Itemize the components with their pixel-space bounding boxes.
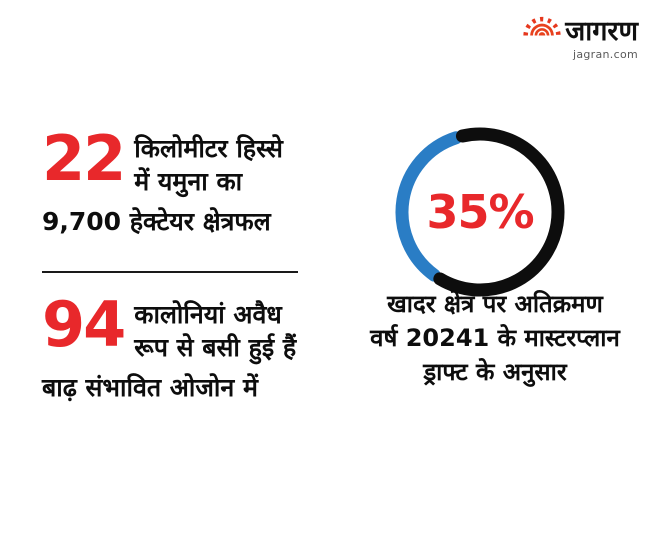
divider-line [42,271,298,273]
sun-icon [522,10,562,45]
logo-domain: jagran.com [572,48,638,61]
stat-row: 22 किलोमीटर हिस्से में यमुना का [42,122,342,198]
chart-caption: खादर क्षेत्र पर अतिक्रमण वर्ष 20241 के म… [342,287,648,389]
stat-row: 94 कालोनियां अवैध रूप से बसी हुई हैं [42,288,342,364]
stat-subline: 9,700 हेक्टेयर क्षेत्रफल [42,207,271,236]
stat-line-2: में यमुना का [134,167,243,196]
stat-number: 22 [42,122,126,195]
logo-row: जागरण [522,10,638,45]
logo-text: जागरण [565,16,638,47]
stat-subline: बाढ़ संभावित ओजोन में [42,373,258,402]
stat-number: 94 [42,288,126,361]
stat-block-colonies: 94 कालोनियां अवैध रूप से बसी हुई हैं बाढ… [42,288,342,404]
donut-ring [395,127,565,297]
stat-line-2: रूप से बसी हुई हैं [134,333,297,362]
caption-line-2: वर्ष 20241 के मास्टरप्लान [370,324,620,352]
donut-chart: 35% [390,122,570,302]
caption-line-1: खादर क्षेत्र पर अतिक्रमण [387,290,603,318]
stat-block-yamuna: 22 किलोमीटर हिस्से में यमुना का 9,700 हे… [42,122,342,238]
donut-center-label: 35% [426,185,534,239]
caption-line-3: ड्राफ्ट के अनुसार [423,358,567,386]
stat-line-1: कालोनियां अवैध [134,300,282,329]
stat-text: कालोनियां अवैध रूप से बसी हुई हैं [134,296,296,364]
stat-text: किलोमीटर हिस्से में यमुना का [134,130,283,198]
jagran-logo: जागरण jagran.com [522,10,638,61]
stat-line-1: किलोमीटर हिस्से [134,134,283,163]
